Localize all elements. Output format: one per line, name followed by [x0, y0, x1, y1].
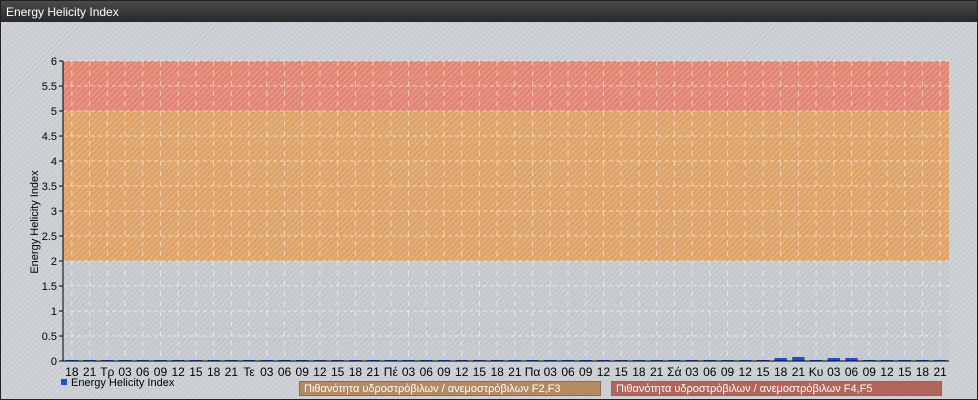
y-tick-label: 0	[51, 356, 57, 368]
y-tick-label: 2	[51, 256, 57, 268]
y-tick-label: 3	[51, 206, 57, 218]
x-tick-label: 21	[933, 365, 947, 379]
x-tick-label: 03	[544, 365, 558, 379]
bar	[792, 357, 805, 361]
x-tick-label: Πέ	[384, 365, 399, 379]
x-tick-label: 12	[313, 365, 327, 379]
x-tick-label: 21	[650, 365, 664, 379]
x-tick-label: 03	[402, 365, 416, 379]
window-title: Energy Helicity Index	[1, 1, 977, 22]
x-tick-label: 15	[615, 365, 629, 379]
x-tick-label: 06	[136, 365, 150, 379]
y-tick-label: 5	[51, 106, 57, 118]
x-tick-label: 15	[331, 365, 345, 379]
x-tick-label: 03	[827, 365, 841, 379]
y-tick-label: 4	[51, 156, 57, 168]
x-tick-label: Πα	[525, 365, 541, 379]
x-tick-label: 15	[898, 365, 912, 379]
x-tick-label: 03	[685, 365, 699, 379]
y-axis-label: Energy Helicity Index	[29, 170, 41, 274]
x-tick-label: 06	[845, 365, 859, 379]
y-tick-label: 0.5	[42, 331, 57, 343]
band-legend-f2f3: Πιθανότητα υδροστρόβιλων / ανεμοστρόβιλω…	[299, 381, 601, 396]
legend-marker	[61, 379, 67, 385]
x-tick-label: 18	[490, 365, 504, 379]
y-tick-label: 2.5	[42, 231, 57, 243]
x-tick-label: 09	[863, 365, 877, 379]
x-tick-label: 21	[792, 365, 806, 379]
x-tick-label: 18	[774, 365, 788, 379]
x-tick-label: 21	[83, 365, 97, 379]
x-tick-label: Σά	[667, 365, 681, 379]
x-tick-label: 12	[455, 365, 469, 379]
x-tick-label: 09	[437, 365, 451, 379]
x-tick-label: 09	[154, 365, 168, 379]
x-tick-label: 12	[880, 365, 894, 379]
x-tick-label: 21	[225, 365, 239, 379]
x-tick-label: 09	[579, 365, 593, 379]
y-tick-label: 3.5	[42, 181, 57, 193]
x-tick-label: Τρ	[100, 365, 114, 379]
bar	[827, 358, 841, 361]
x-tick-label: 09	[721, 365, 735, 379]
bar	[845, 358, 858, 361]
x-tick-label: 12	[172, 365, 186, 379]
x-tick-label: Τε	[243, 365, 255, 379]
x-tick-label: 15	[189, 365, 203, 379]
x-tick-label: 12	[739, 365, 753, 379]
x-tick-label: 18	[349, 365, 363, 379]
x-tick-label: 18	[207, 365, 221, 379]
x-tick-label: 12	[597, 365, 611, 379]
legend-label: Energy Helicity Index	[71, 377, 175, 389]
x-tick-label: 15	[473, 365, 487, 379]
y-tick-label: 1.5	[42, 281, 57, 293]
x-tick-label: Κυ	[809, 365, 824, 379]
y-tick-label: 1	[51, 306, 57, 318]
band-legend-f4f5: Πιθανότητα υδροστρόβιλων / ανεμοστρόβιλω…	[611, 381, 942, 396]
x-tick-label: 03	[118, 365, 132, 379]
bar	[774, 358, 787, 361]
x-tick-label: 18	[916, 365, 930, 379]
y-tick-label: 5.5	[42, 81, 57, 93]
x-tick-label: 06	[703, 365, 717, 379]
x-tick-label: 03	[260, 365, 274, 379]
x-tick-label: 21	[508, 365, 522, 379]
x-tick-label: 21	[366, 365, 380, 379]
x-tick-label: 18	[65, 365, 79, 379]
x-tick-label: 15	[756, 365, 770, 379]
y-tick-label: 6	[51, 56, 57, 68]
x-tick-label: 18	[632, 365, 646, 379]
x-tick-label: 06	[420, 365, 434, 379]
y-tick-label: 4.5	[42, 131, 57, 143]
x-tick-label: 06	[561, 365, 575, 379]
x-tick-label: 06	[278, 365, 292, 379]
x-tick-label: 09	[296, 365, 310, 379]
